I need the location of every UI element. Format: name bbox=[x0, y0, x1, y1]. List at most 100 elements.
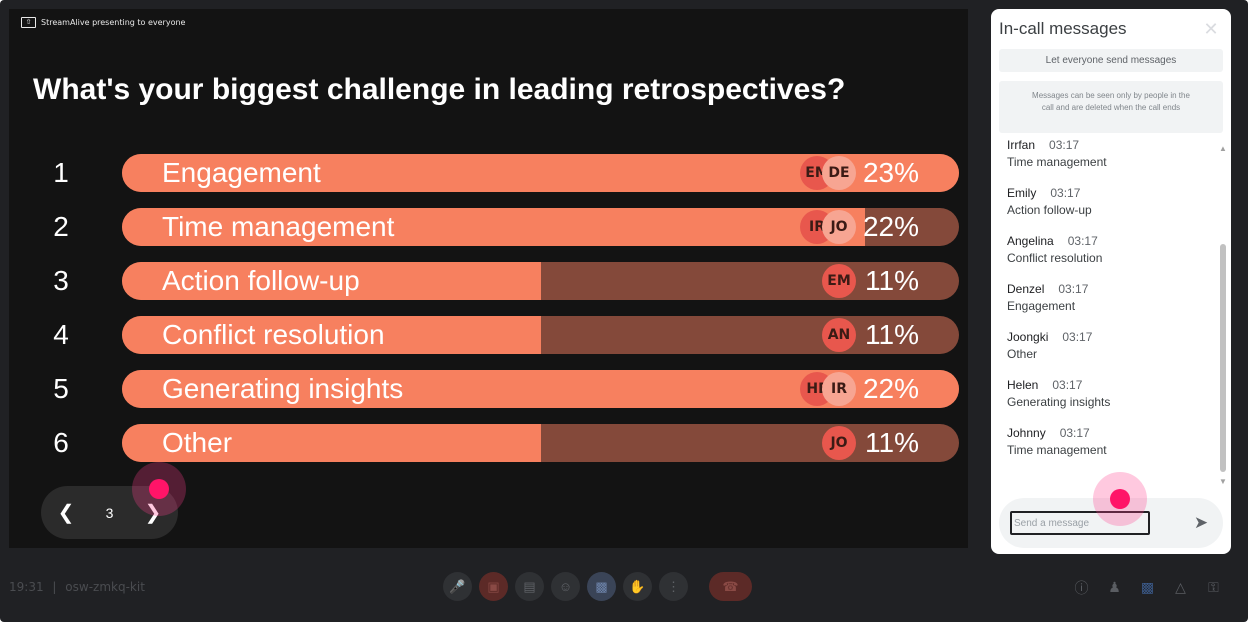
chat-message-time: 03:17 bbox=[1050, 186, 1081, 200]
chat-message-time: 03:17 bbox=[1049, 138, 1080, 152]
pointer-dot bbox=[149, 479, 169, 499]
captions-button[interactable]: ▤ bbox=[515, 572, 544, 601]
poll-bar: Generating insights HE IR 22% bbox=[122, 370, 959, 408]
chat-sender-name: Irrfan bbox=[1007, 138, 1036, 152]
poll-bar: Engagement EM DE 23% bbox=[122, 154, 959, 192]
poll-option-number: 6 bbox=[53, 427, 69, 458]
presenting-indicator: ⇧ StreamAlive presenting to everyone bbox=[21, 17, 185, 28]
voter-avatars: HE IR bbox=[800, 372, 856, 406]
people-button[interactable]: ♟ bbox=[1103, 576, 1126, 599]
let-everyone-send-toggle[interactable]: Let everyone send messages bbox=[999, 49, 1223, 72]
poll-row: 6 Other JO 11% bbox=[9, 424, 968, 462]
poll-bar-fill bbox=[122, 262, 541, 300]
chat-message-time: 03:17 bbox=[1058, 282, 1089, 296]
chat-message: Emily 03:17 Action follow-up bbox=[1007, 186, 1202, 234]
slide-pager: ❮ 3 ❯ bbox=[41, 486, 178, 539]
poll-bar-fill bbox=[122, 424, 541, 462]
poll-question: What's your biggest challenge in leading… bbox=[33, 73, 846, 106]
present-now-button[interactable]: ▩ bbox=[587, 572, 616, 601]
voter-avatars: JO bbox=[822, 426, 856, 460]
poll-bar: Conflict resolution AN 11% bbox=[122, 316, 959, 354]
poll-option-number: 2 bbox=[53, 211, 69, 242]
send-message-input[interactable] bbox=[1010, 511, 1150, 535]
compose-area: ➤ bbox=[999, 498, 1223, 548]
chat-message-text: Generating insights bbox=[1007, 395, 1111, 409]
poll-bar-fill bbox=[122, 316, 541, 354]
chat-message: Helen 03:17 Generating insights bbox=[1007, 378, 1202, 426]
poll-option-number: 5 bbox=[53, 373, 69, 404]
meeting-separator: | bbox=[52, 580, 57, 594]
chat-message-text: Other bbox=[1007, 347, 1038, 361]
meeting-info: 19:31 | osw-zmkq-kit bbox=[9, 580, 145, 594]
more-options-button[interactable]: ⋮ bbox=[659, 572, 688, 601]
chat-sender-name: Helen bbox=[1007, 378, 1039, 392]
poll-row: 5 Generating insights HE IR 22% bbox=[9, 370, 968, 408]
captions-icon: ▤ bbox=[523, 578, 536, 594]
meeting-details-button[interactable]: ⓘ bbox=[1070, 576, 1093, 599]
chat-message-header: Emily 03:17 bbox=[1007, 186, 1202, 200]
poll-option-percent: 22% bbox=[862, 211, 919, 242]
chat-message-text: Engagement bbox=[1007, 299, 1076, 313]
chat-message-header: Denzel 03:17 bbox=[1007, 282, 1202, 296]
voter-avatar: AN bbox=[822, 318, 856, 352]
pointer-dot-2 bbox=[1110, 489, 1130, 509]
chat-message: Angelina 03:17 Conflict resolution bbox=[1007, 234, 1202, 282]
microphone-button[interactable]: 🎤 bbox=[443, 572, 472, 601]
lock-icon: ⚿ bbox=[1208, 579, 1219, 595]
send-icon[interactable]: ➤ bbox=[1193, 513, 1209, 532]
call-controls: 🎤 ▣ ▤ ☺ ▩ ✋ ⋮ ☎ bbox=[443, 572, 752, 602]
presentation-stage: ⇧ StreamAlive presenting to everyone Wha… bbox=[9, 9, 968, 548]
activities-icon: △ bbox=[1175, 579, 1186, 595]
voter-avatars: EM bbox=[822, 264, 856, 298]
chat-message-time: 03:17 bbox=[1062, 330, 1093, 344]
chat-message: Johnny 03:17 Time management bbox=[1007, 426, 1202, 474]
poll-option-percent: 23% bbox=[862, 157, 919, 188]
activities-button[interactable]: △ bbox=[1169, 576, 1192, 599]
poll-row: 3 Action follow-up EM 11% bbox=[9, 262, 968, 300]
voter-avatars: EM DE bbox=[800, 156, 856, 190]
voter-avatar: JO bbox=[822, 426, 856, 460]
hang-up-icon: ☎ bbox=[722, 578, 739, 594]
prev-slide-button[interactable]: ❮ bbox=[41, 486, 91, 539]
meeting-controls-bar: 19:31 | osw-zmkq-kit 🎤 ▣ ▤ ☺ ▩ ✋ ⋮ ☎ ⓘ ♟… bbox=[0, 556, 1248, 622]
chat-message-header: Irrfan 03:17 bbox=[1007, 138, 1202, 152]
message-scrollbar[interactable]: ▲ ▼ bbox=[1219, 144, 1227, 489]
slide-number: 3 bbox=[105, 504, 114, 521]
poll-option-number: 3 bbox=[53, 265, 69, 296]
chat-message-header: Angelina 03:17 bbox=[1007, 234, 1202, 248]
panel-title: In-call messages bbox=[999, 19, 1127, 38]
voter-avatars: AN bbox=[822, 318, 856, 352]
poll-option-percent: 22% bbox=[862, 373, 919, 404]
raise-hand-button[interactable]: ✋ bbox=[623, 572, 652, 601]
leave-call-button[interactable]: ☎ bbox=[709, 572, 752, 601]
reactions-button[interactable]: ☺ bbox=[551, 572, 580, 601]
chat-message-text: Time management bbox=[1007, 443, 1107, 457]
chat-message-time: 03:17 bbox=[1067, 234, 1098, 248]
poll-option-label: Engagement bbox=[162, 157, 321, 188]
poll-option-label: Other bbox=[162, 427, 233, 458]
chat-message-text: Conflict resolution bbox=[1007, 251, 1103, 265]
chat-message-text: Action follow-up bbox=[1007, 203, 1092, 217]
poll-option-label: Conflict resolution bbox=[162, 319, 385, 350]
camera-off-button[interactable]: ▣ bbox=[479, 572, 508, 601]
next-slide-button[interactable]: ❯ bbox=[128, 486, 178, 539]
chat-message-time: 03:17 bbox=[1052, 378, 1083, 392]
chat-sender-name: Denzel bbox=[1007, 282, 1045, 296]
scroll-up-arrow-icon[interactable]: ▲ bbox=[1219, 144, 1227, 153]
microphone-icon: 🎤 bbox=[449, 578, 466, 594]
poll-row: 1 Engagement EM DE 23% bbox=[9, 154, 968, 192]
scroll-thumb[interactable] bbox=[1220, 244, 1226, 472]
chat-message-header: Joongki 03:17 bbox=[1007, 330, 1202, 344]
scroll-down-arrow-icon[interactable]: ▼ bbox=[1219, 477, 1227, 486]
close-panel-button[interactable]: ✕ bbox=[1201, 19, 1221, 39]
chat-message: Irrfan 03:17 Time management bbox=[1007, 138, 1202, 186]
info-icon: ⓘ bbox=[1074, 579, 1089, 596]
chat-button[interactable]: ▩ bbox=[1136, 576, 1159, 599]
voter-avatar: JO bbox=[822, 210, 856, 244]
chevron-right-icon: ❯ bbox=[144, 502, 162, 524]
poll-bar: Time management IR JO 22% bbox=[122, 208, 959, 246]
chat-sender-name: Joongki bbox=[1007, 330, 1049, 344]
host-controls-button[interactable]: ⚿ bbox=[1202, 576, 1225, 599]
poll-row: 4 Conflict resolution AN 11% bbox=[9, 316, 968, 354]
chat-sender-name: Johnny bbox=[1007, 426, 1046, 440]
